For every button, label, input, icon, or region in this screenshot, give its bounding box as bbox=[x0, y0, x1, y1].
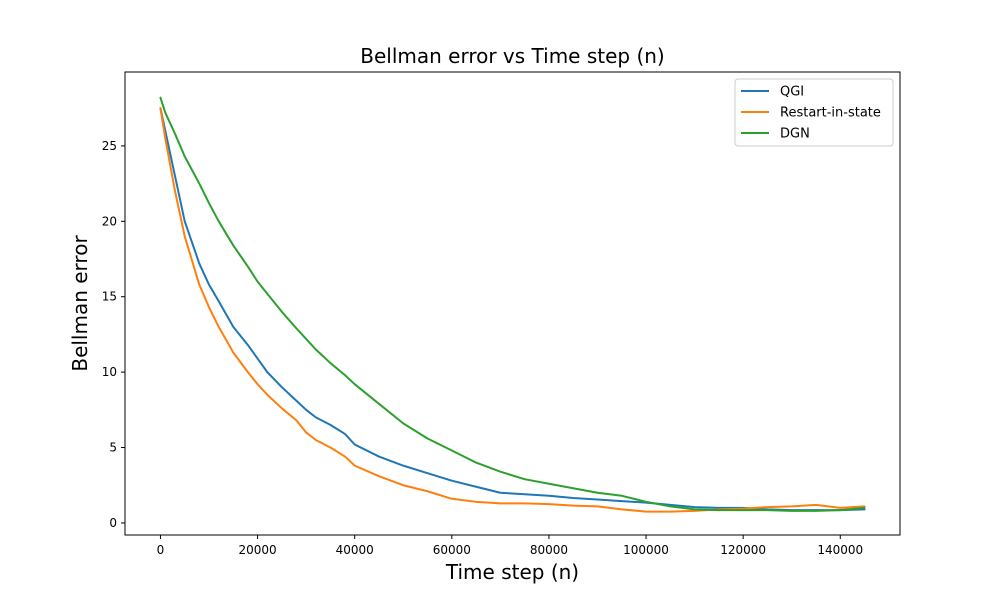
x-tick-label: 20000 bbox=[238, 543, 276, 557]
y-axis-title: Bellman error bbox=[68, 235, 92, 372]
y-tick-label: 25 bbox=[102, 139, 117, 153]
legend-label: QGI bbox=[780, 85, 804, 100]
x-tick-label: 120000 bbox=[720, 543, 766, 557]
y-tick-label: 0 bbox=[109, 516, 117, 530]
x-tick-label: 100000 bbox=[623, 543, 669, 557]
legend: QGI Restart-in-state DGN bbox=[734, 78, 894, 147]
x-axis: 0 20000 40000 60000 80000 100000 120000 140000 bbox=[157, 535, 863, 557]
y-tick-label: 5 bbox=[109, 441, 117, 455]
y-axis: 0 5 10 15 20 25 bbox=[102, 139, 125, 530]
x-tick-label: 60000 bbox=[433, 543, 471, 557]
x-tick-label: 80000 bbox=[530, 543, 568, 557]
series-line-qgi bbox=[159, 107, 866, 512]
x-tick-label: 40000 bbox=[336, 543, 374, 557]
y-tick-label: 15 bbox=[102, 290, 117, 304]
legend-label: DGN bbox=[780, 127, 810, 142]
x-axis-title: Time step (n) bbox=[445, 560, 579, 584]
chart-title: Bellman error vs Time step (n) bbox=[360, 44, 665, 68]
legend-box bbox=[734, 78, 894, 147]
series-line-dgn bbox=[159, 96, 866, 512]
y-tick-label: 20 bbox=[102, 214, 117, 228]
x-tick-label: 0 bbox=[157, 543, 165, 557]
plot-frame bbox=[124, 71, 901, 536]
y-tick-label: 10 bbox=[102, 365, 117, 379]
x-tick-label: 140000 bbox=[817, 543, 863, 557]
series-line-restart-in-state bbox=[159, 107, 866, 513]
legend-label: Restart-in-state bbox=[780, 106, 881, 121]
